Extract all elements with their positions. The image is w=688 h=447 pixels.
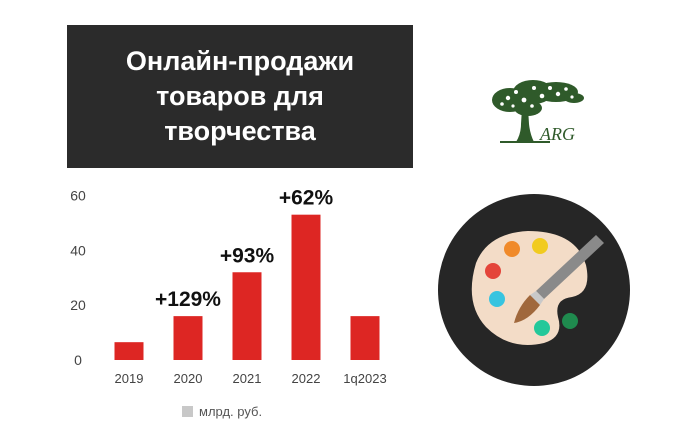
bar-chart: 0 20 40 60 2019 2020 +129% 2021 +93% 2022 +62% 1q20…	[70, 187, 386, 386]
title-banner: Онлайн-продажи товаров для творчества	[67, 25, 413, 168]
x-tick-label: 2021	[233, 371, 262, 386]
title-line-1: Онлайн-продажи	[125, 46, 355, 76]
growth-annotation: +129%	[155, 288, 221, 311]
bar	[291, 214, 321, 360]
chart-title: Онлайн-продажи товаров для творчества	[126, 44, 354, 149]
x-tick-label: 2020	[174, 371, 203, 386]
x-tick-label: 1q2023	[343, 371, 386, 386]
y-tick-label: 0	[74, 352, 82, 368]
chart-legend: млрд. руб.	[182, 404, 262, 419]
tree-logo-icon: ARG	[492, 80, 584, 144]
x-tick-label: 2019	[115, 371, 144, 386]
bar	[173, 316, 203, 360]
bar	[232, 272, 262, 360]
bar	[114, 342, 144, 360]
title-line-2: товаров для	[156, 81, 324, 111]
legend-label: млрд. руб.	[199, 404, 263, 419]
growth-annotation: +62%	[279, 187, 334, 210]
x-tick-label: 2022	[292, 371, 321, 386]
y-tick-label: 60	[70, 187, 86, 203]
growth-annotation: +93%	[220, 244, 275, 267]
y-tick-label: 40	[70, 242, 86, 258]
legend-swatch	[182, 406, 193, 417]
paint-palette-and-brush-icon	[438, 194, 630, 386]
title-line-3: творчества	[164, 116, 316, 146]
y-tick-label: 20	[70, 297, 86, 313]
bar	[350, 316, 380, 360]
logo-text: ARG	[539, 124, 575, 144]
